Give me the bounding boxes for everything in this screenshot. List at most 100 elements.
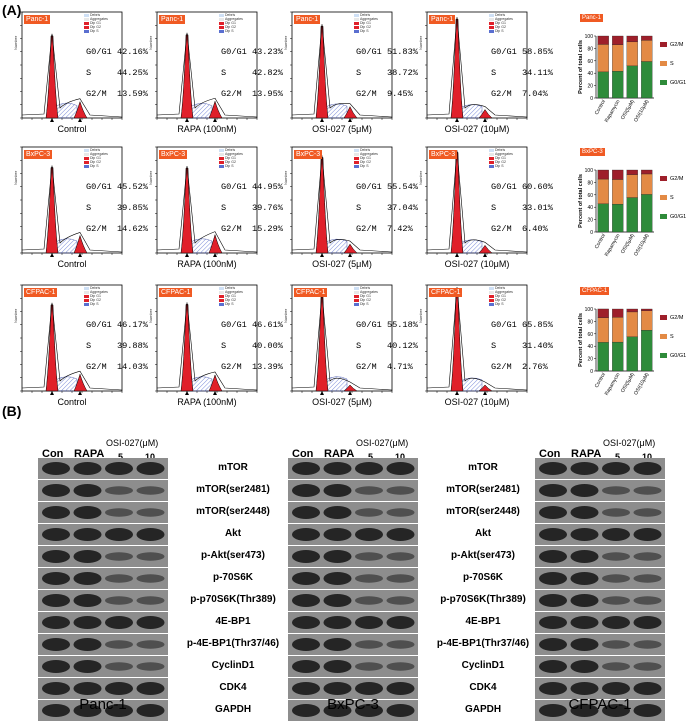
s-phase-region	[459, 377, 483, 392]
histogram-plot	[425, 284, 528, 395]
g0g1-stat: G0/G1 51.83%	[356, 47, 418, 57]
blot-band	[386, 662, 415, 671]
blot-band	[355, 640, 383, 649]
blot-band	[292, 462, 320, 475]
cell-line-tag: Panc-1	[24, 15, 51, 24]
histogram-legend: Debris Aggregates Dip G1 Dip G2 Dip S	[84, 13, 108, 33]
legend-entry: Aggregates	[489, 152, 513, 156]
protein-label: p-Akt(ser473)	[451, 550, 515, 561]
blot-strip	[535, 700, 665, 721]
blot-band	[570, 704, 599, 717]
g0g1-stat: G0/G1 45.52%	[86, 182, 148, 192]
legend-text: Dip G2	[90, 298, 101, 302]
lane-label: RAPA	[571, 448, 602, 460]
legend-entry: Dip G2	[354, 298, 378, 302]
legend-entry: Dip G2	[219, 160, 243, 164]
blot-band	[105, 616, 133, 629]
blot-strip	[288, 678, 418, 699]
g1-peak	[450, 152, 464, 254]
blot-band	[602, 508, 630, 517]
condition-label: OSI-027 (5μM)	[312, 397, 372, 407]
blot-band	[602, 682, 630, 695]
blot-band	[73, 704, 102, 717]
histogram-legend: Debris Aggregates Dip G1 Dip G2 Dip S	[354, 286, 378, 306]
bar-segment	[597, 342, 609, 372]
histogram-ylabel: Number	[418, 308, 423, 323]
g0g1-stat: G0/G1 55.54%	[356, 182, 418, 192]
panel-b-label: (B)	[2, 403, 22, 419]
histogram-ylabel: Number	[283, 308, 288, 323]
legend-text: Dip S	[225, 29, 234, 33]
blot-band	[355, 574, 383, 583]
phase-stats: G0/G1 60.60% S 33.01% G2/M 6.40%	[491, 177, 553, 240]
blot-strip	[288, 612, 418, 633]
legend-swatch	[219, 29, 224, 33]
cell-line-tag: Panc-1	[429, 15, 456, 24]
blot-band	[539, 638, 567, 651]
blot-band	[42, 594, 70, 607]
blot-band	[323, 594, 352, 607]
legend-label: S	[670, 195, 674, 201]
s-phase-region	[54, 238, 78, 254]
y-tick-label: 0	[590, 230, 593, 236]
legend-swatch	[219, 21, 224, 25]
g2-peak	[73, 373, 88, 392]
lane-label: 10	[145, 452, 156, 462]
blot-strip	[38, 656, 168, 677]
blot-bands	[535, 546, 665, 567]
bar-segment	[597, 178, 609, 204]
g0g1-stat: G0/G1 58.85%	[491, 47, 553, 57]
legend-swatch	[489, 13, 494, 17]
blot-bands	[535, 480, 665, 501]
blot-band	[42, 462, 70, 475]
bar-segment	[626, 35, 638, 43]
legend-entry: Dip G2	[354, 25, 378, 29]
condition-label: OSI-027 (10μM)	[444, 259, 510, 269]
lane-label: 5	[615, 452, 621, 462]
blot-bands	[288, 480, 418, 501]
legend-text: Dip G2	[495, 160, 506, 164]
blot-bands	[288, 524, 418, 545]
lane-label: Con	[42, 448, 64, 460]
blot-band	[136, 552, 165, 561]
histogram-legend: Debris Aggregates Dip G1 Dip G2 Dip S	[84, 148, 108, 168]
lane-label: Con	[292, 448, 314, 460]
legend-swatch	[219, 25, 224, 29]
legend-swatch	[489, 17, 494, 21]
blot-strip	[38, 524, 168, 545]
blot-band	[602, 462, 630, 475]
protein-label: p-Akt(ser473)	[201, 550, 265, 561]
bar-chart: 0 20 40 60 80 100 Percent of total cells Contro…	[574, 28, 694, 138]
blot-band	[136, 616, 165, 629]
protein-label: Akt	[474, 528, 492, 539]
legend-swatch	[489, 25, 494, 29]
bar-segment	[597, 44, 609, 73]
blot-bands	[38, 458, 168, 479]
g2-peak	[478, 384, 493, 392]
histogram-ylabel: Number	[13, 308, 18, 323]
legend-entry: Dip G1	[354, 156, 378, 160]
legend-entry: Debris	[219, 148, 243, 152]
blot-bands	[535, 612, 665, 633]
condition-label: RAPA (100nM)	[177, 397, 237, 407]
histogram-legend: Debris Aggregates Dip G1 Dip G2 Dip S	[489, 13, 513, 33]
legend-entry: Aggregates	[354, 290, 378, 294]
blot-band	[136, 662, 165, 671]
blot-band	[73, 550, 102, 563]
blot-band	[602, 574, 630, 583]
g2-peak	[73, 100, 88, 119]
blot-band	[570, 572, 599, 585]
legend-swatch	[489, 156, 494, 160]
legend-entry: Dip S	[84, 29, 108, 33]
legend-swatch	[489, 286, 494, 290]
blot-band	[355, 616, 383, 629]
legend-text: Dip G2	[360, 298, 371, 302]
bar-segment	[626, 65, 638, 99]
blot-band	[105, 486, 133, 495]
blot-band	[633, 616, 662, 629]
legend-swatch	[219, 17, 224, 21]
legend-entry: Debris	[219, 286, 243, 290]
cell-line-name: CFPAC-1	[568, 696, 632, 713]
blot-band	[42, 704, 70, 717]
